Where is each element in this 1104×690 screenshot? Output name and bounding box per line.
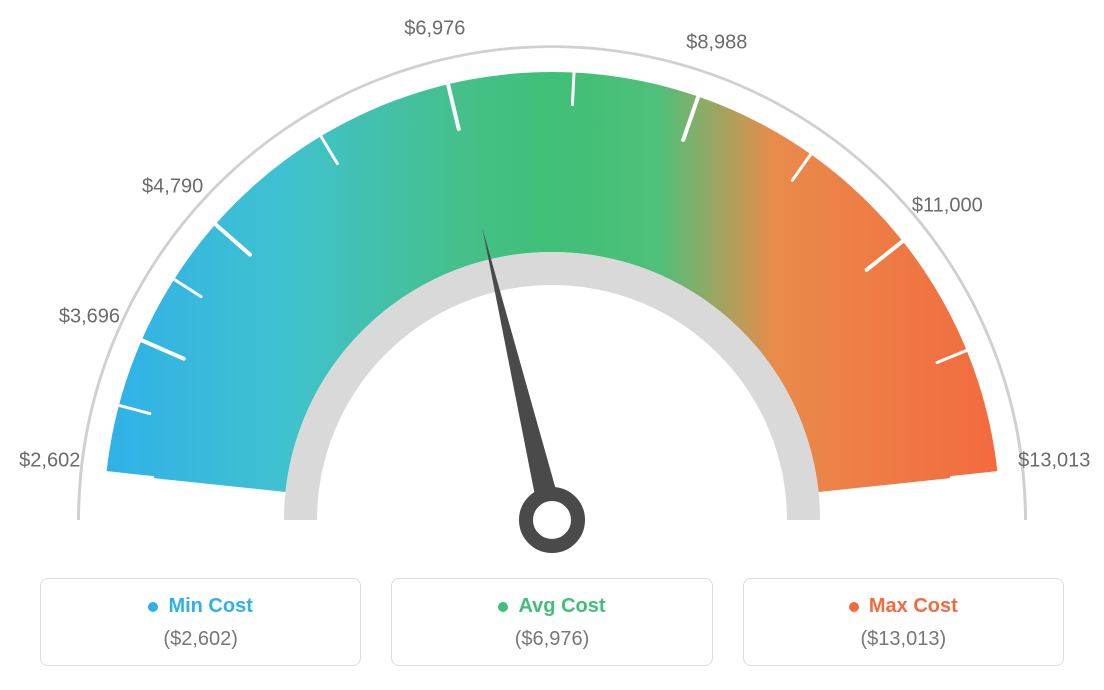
legend-label: Min Cost	[168, 595, 252, 618]
gauge-tick-label: $11,000	[912, 194, 983, 217]
legend-value: ($13,013)	[756, 628, 1051, 651]
legend-value: ($2,602)	[53, 628, 348, 651]
dot-icon	[849, 602, 859, 612]
dot-icon	[498, 602, 508, 612]
gauge-chart: $2,602 $3,696 $4,790 $6,976 $8,988 $11,000 $13…	[0, 0, 1104, 560]
gauge-tick-label: $8,988	[686, 31, 747, 54]
legend-title-min: Min Cost	[148, 595, 252, 618]
gauge-tick-label: $2,602	[19, 450, 80, 473]
dot-icon	[148, 602, 158, 612]
legend-row: Min Cost ($2,602) Avg Cost ($6,976) Max …	[40, 578, 1064, 666]
gauge-tick-label: $13,013	[1018, 450, 1090, 473]
legend-label: Max Cost	[869, 595, 958, 618]
legend-card-avg: Avg Cost ($6,976)	[391, 578, 712, 666]
legend-title-avg: Avg Cost	[498, 595, 605, 618]
gauge-tick-label: $6,976	[404, 17, 465, 40]
gauge-tick-label: $4,790	[142, 175, 203, 198]
legend-value: ($6,976)	[404, 628, 699, 651]
legend-card-min: Min Cost ($2,602)	[40, 578, 361, 666]
legend-title-max: Max Cost	[849, 595, 958, 618]
cost-gauge-widget: $2,602 $3,696 $4,790 $6,976 $8,988 $11,000 $13…	[0, 0, 1104, 690]
legend-card-max: Max Cost ($13,013)	[743, 578, 1064, 666]
gauge-tick-label: $3,696	[59, 306, 120, 329]
legend-label: Avg Cost	[518, 595, 605, 618]
